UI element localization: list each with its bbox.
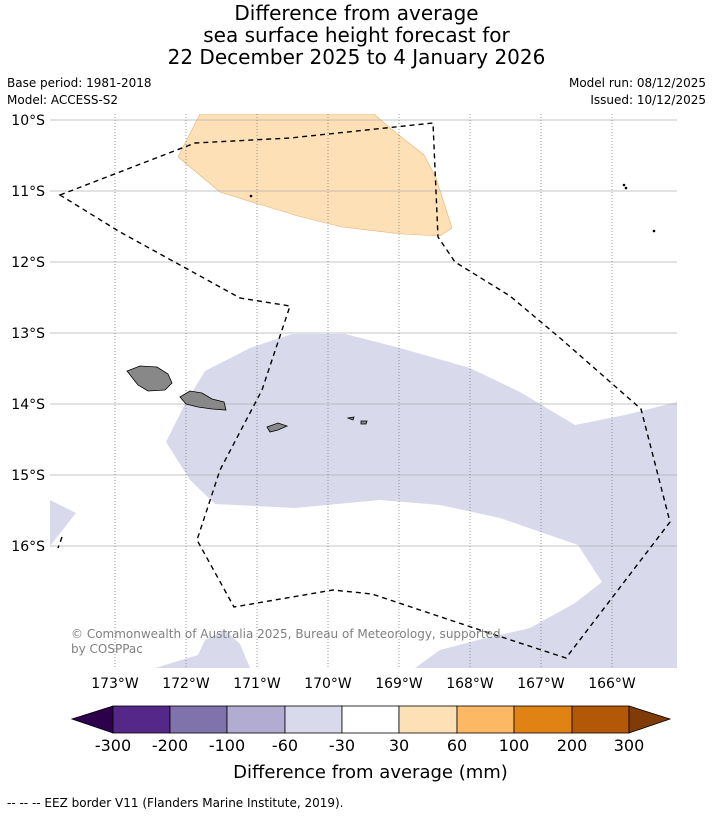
tutuila-island xyxy=(266,422,289,433)
ofu-island xyxy=(346,416,355,421)
lon-label-173w: 173°W xyxy=(91,676,139,692)
colorbar-tick-m30: -30 xyxy=(328,736,356,755)
lat-label-12s: 12°S xyxy=(11,255,45,271)
model-run: Model run: 08/12/2025 xyxy=(568,76,706,90)
colorbar-tick-m300: -300 xyxy=(94,736,132,755)
lon-gridlines xyxy=(114,114,613,668)
colorbar-segment-100-60 xyxy=(226,705,286,734)
colorbar-tick-200: 200 xyxy=(556,736,588,755)
title-line-2: sea surface height forecast for xyxy=(203,23,510,47)
colorbar-tick-m100: -100 xyxy=(208,736,246,755)
model-name: Model: ACCESS-S2 xyxy=(7,93,119,107)
eez-border-fragment xyxy=(57,536,63,549)
islet-3 xyxy=(624,186,628,190)
lat-labels: 10°S 11°S 12°S 13°S 14°S 15°S 16°S xyxy=(11,113,45,555)
lat-label-11s: 11°S xyxy=(11,184,45,200)
title-line-1: Difference from average xyxy=(234,1,479,25)
eez-legend-note: -- -- -- EEZ border V11 (Flanders Marine… xyxy=(7,796,344,810)
copyright-line-1: © Commonwealth of Australia 2025, Bureau… xyxy=(71,627,501,641)
islet-4 xyxy=(652,229,656,233)
lon-label-168w: 168°W xyxy=(446,676,494,692)
lat-label-10s: 10°S xyxy=(11,113,45,129)
lat-gridlines xyxy=(50,119,677,547)
colorbar-tick-300: 300 xyxy=(613,736,645,755)
copyright-line-2: by COSPPac xyxy=(71,642,143,656)
lat-label-16s: 16°S xyxy=(11,539,45,555)
colorbar-segment-gt-300 xyxy=(628,705,672,734)
upolu-island xyxy=(179,390,227,411)
colorbar-segment-30-60 xyxy=(398,705,458,734)
colorbar xyxy=(70,705,672,734)
colorbar-tick-30: 30 xyxy=(388,736,410,755)
colorbar-tick-60: 60 xyxy=(446,736,468,755)
tau-island xyxy=(360,420,368,425)
colorbar-segment-100-200 xyxy=(513,705,573,734)
islands xyxy=(126,183,656,433)
lat-label-15s: 15°S xyxy=(11,468,45,484)
colorbar-segment-30-30 xyxy=(341,705,400,734)
colorbar-tick-m60: -60 xyxy=(271,736,299,755)
colorbar-segment-300-200 xyxy=(112,705,171,734)
lon-label-167w: 167°W xyxy=(517,676,565,692)
lon-label-169w: 169°W xyxy=(375,676,423,692)
samoa-eez-border xyxy=(58,122,671,659)
issued-date: Issued: 10/12/2025 xyxy=(590,93,706,107)
colorbar-title: Difference from average (mm) xyxy=(233,762,508,783)
negative-anomaly-region-south xyxy=(155,630,250,668)
base-period: Base period: 1981-2018 xyxy=(7,76,152,90)
colorbar-segment-200-100 xyxy=(169,705,228,734)
lon-labels: 173°W 172°W 171°W 170°W 169°W 168°W 167°… xyxy=(91,676,636,692)
islet-2 xyxy=(622,183,626,187)
title-line-3: 22 December 2025 to 4 January 2026 xyxy=(167,45,546,69)
colorbar-segment-200-300 xyxy=(571,705,630,734)
positive-anomaly-region xyxy=(177,114,453,237)
negative-anomaly-region xyxy=(166,334,677,668)
lat-label-14s: 14°S xyxy=(11,397,45,413)
colorbar-segment-60-30 xyxy=(284,705,343,734)
negative-anomaly-region-west xyxy=(50,500,76,546)
lon-label-171w: 171°W xyxy=(233,676,281,692)
lon-label-172w: 172°W xyxy=(162,676,210,692)
islet-1 xyxy=(249,194,253,198)
colorbar-segment-lt-300 xyxy=(70,705,114,734)
lon-label-170w: 170°W xyxy=(304,676,352,692)
savaii-island xyxy=(126,365,173,392)
colorbar-tick-100: 100 xyxy=(498,736,530,755)
colorbar-tick-m200: -200 xyxy=(151,736,189,755)
colorbar-segment-60-100 xyxy=(456,705,515,734)
lat-label-13s: 13°S xyxy=(11,326,45,342)
lon-label-166w: 166°W xyxy=(588,676,636,692)
eez-borders xyxy=(57,122,671,659)
